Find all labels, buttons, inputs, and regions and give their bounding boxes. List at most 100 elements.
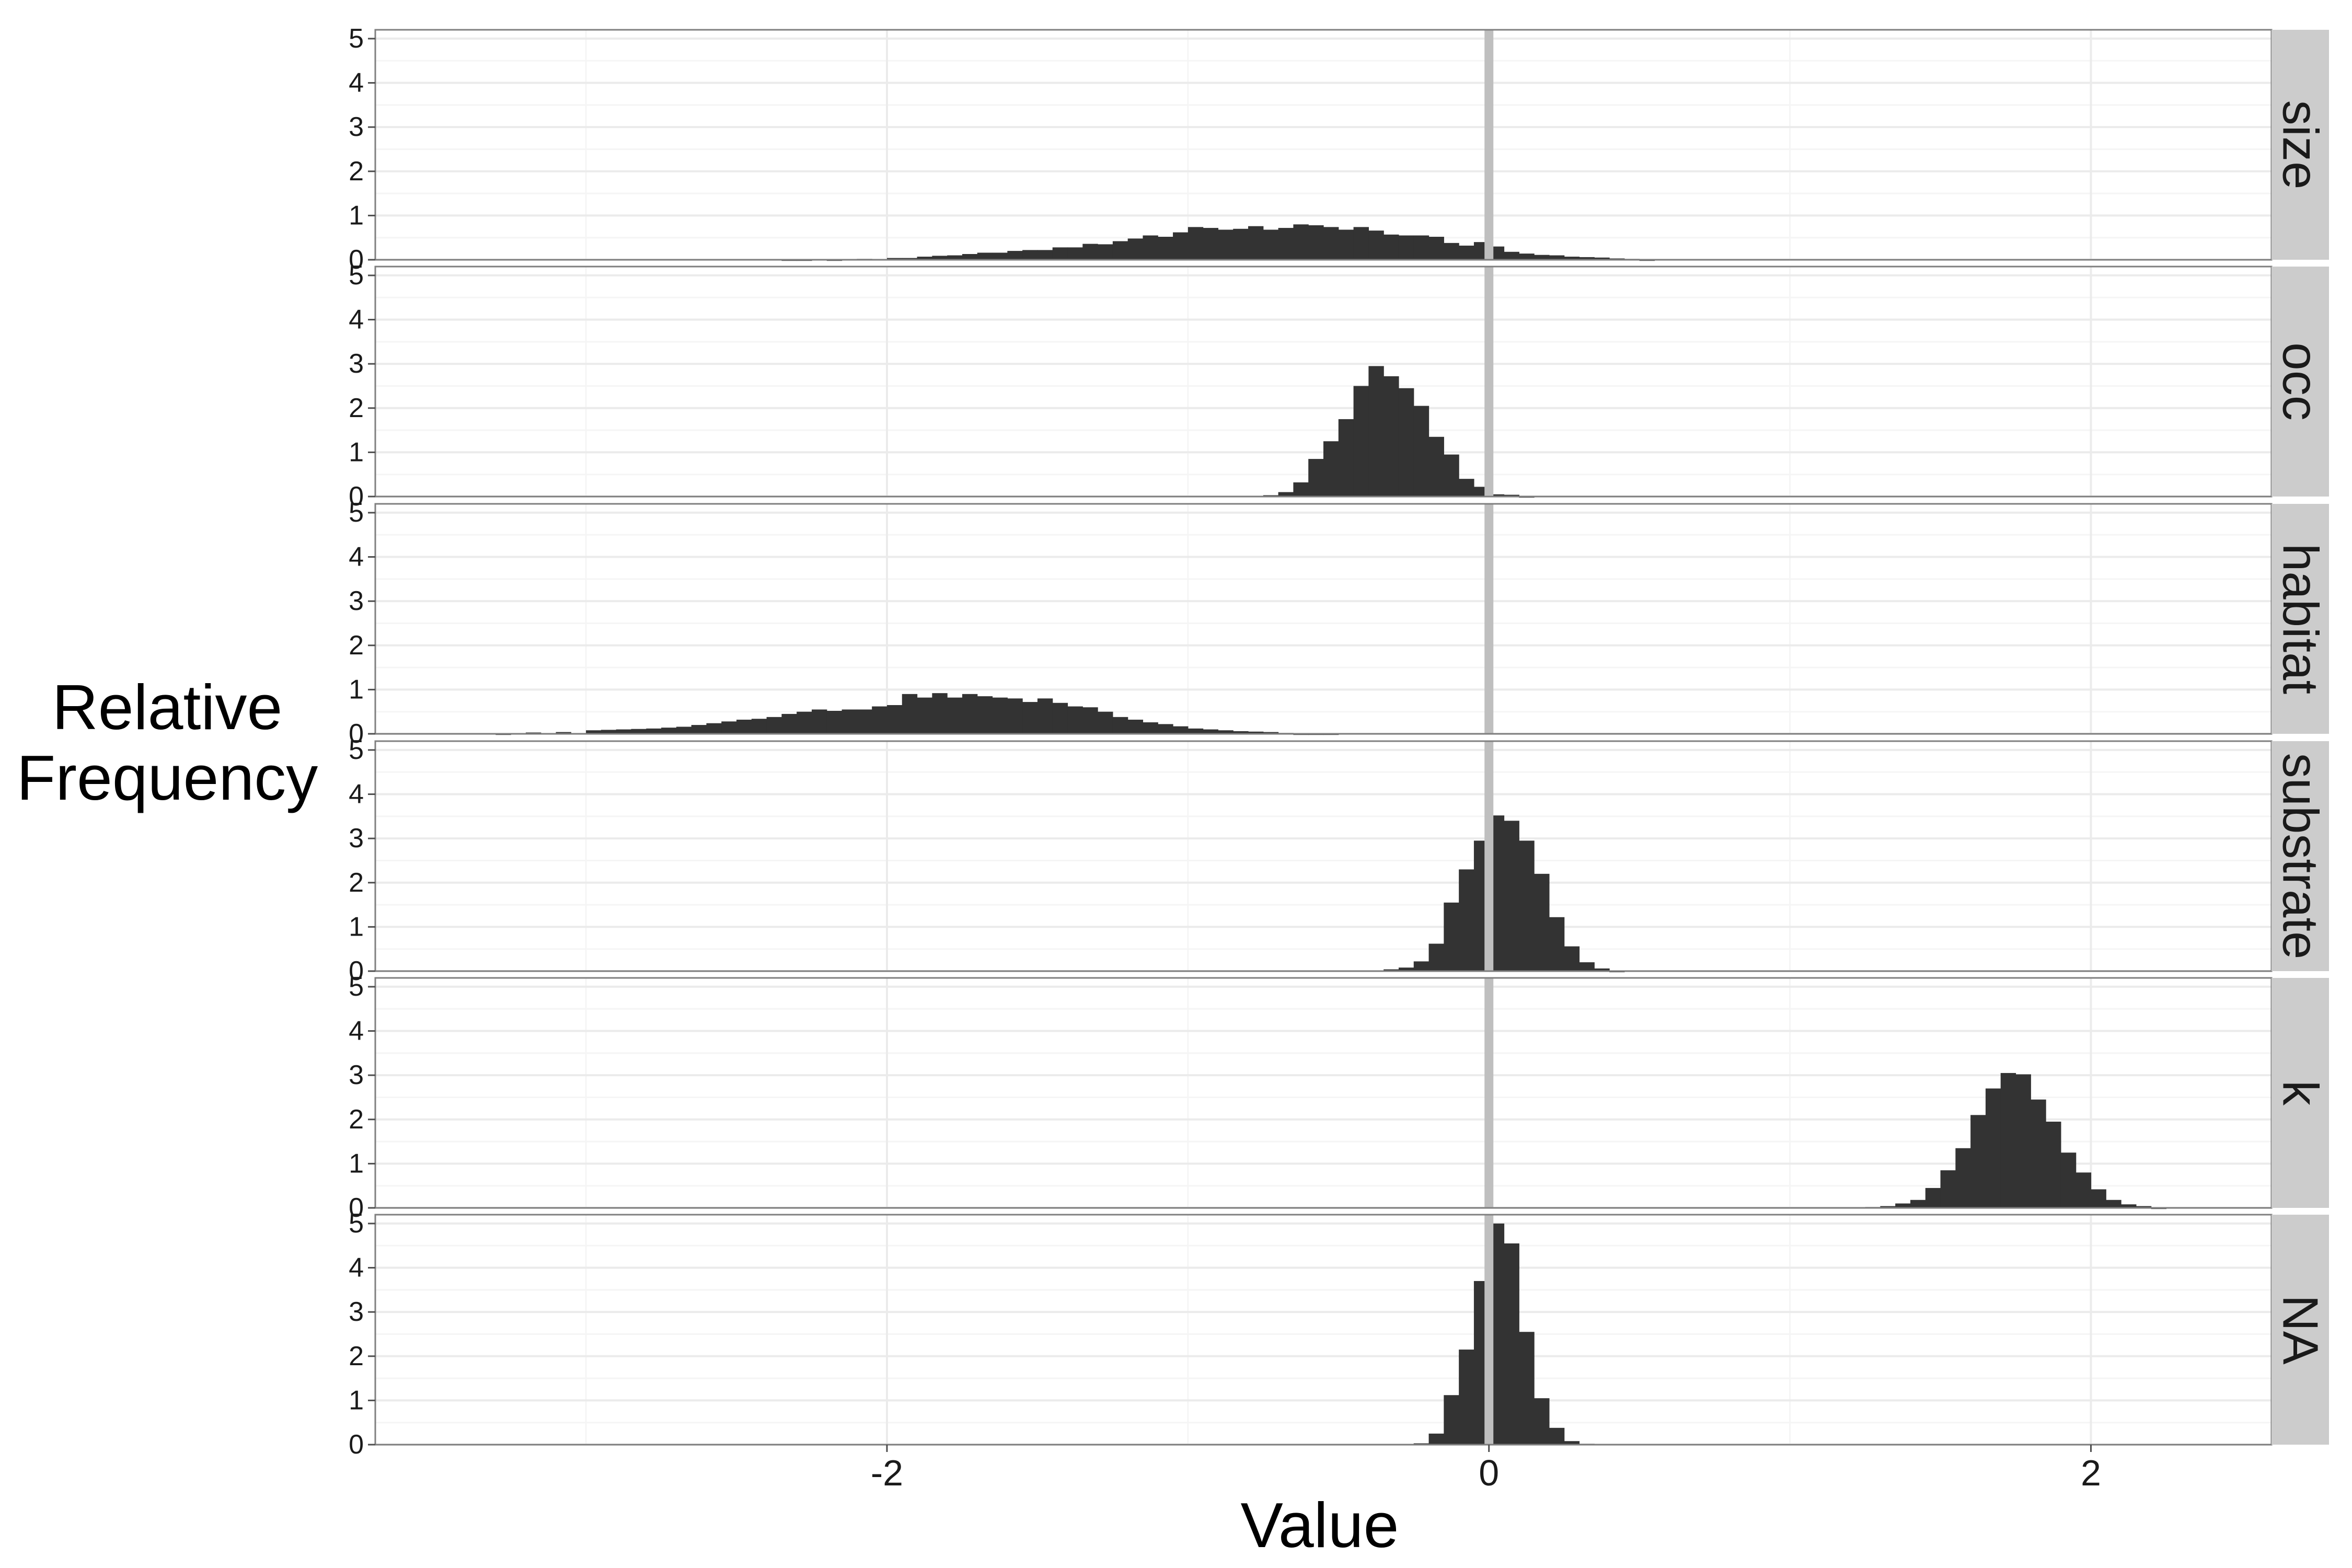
- strip-label: NA: [2273, 1295, 2328, 1364]
- y-tick-label: 1: [349, 674, 364, 705]
- y-tick-label: 1: [349, 200, 364, 230]
- histogram-bar: [962, 694, 978, 734]
- histogram-bar: [902, 694, 918, 734]
- y-tick-label: 5: [349, 1208, 364, 1239]
- strip-label: habitat: [2273, 544, 2328, 694]
- histogram-bar: [841, 709, 857, 734]
- y-tick-label: 2: [349, 1341, 364, 1371]
- histogram-bar: [1338, 419, 1354, 497]
- y-tick-label: 3: [349, 112, 364, 142]
- histogram-bar: [2076, 1172, 2092, 1208]
- histogram-bar: [1022, 702, 1038, 734]
- histogram-bar: [1564, 1441, 1580, 1445]
- y-tick-label: 0: [349, 481, 364, 512]
- histogram-bar: [1112, 717, 1128, 734]
- histogram-bar: [1187, 728, 1204, 734]
- histogram-bar: [736, 719, 752, 734]
- x-axis: -2 0 2: [871, 1445, 2101, 1493]
- histogram-bar: [1519, 1332, 1535, 1445]
- histogram-bar: [932, 693, 948, 734]
- histogram-bar: [917, 257, 932, 260]
- histogram-bar: [1594, 968, 1610, 971]
- histogram-bar: [902, 258, 918, 260]
- histogram-bar: [886, 258, 903, 260]
- histogram-bar: [1519, 840, 1535, 971]
- histogram-bar: [1413, 235, 1429, 260]
- histogram-bar: [1338, 229, 1354, 260]
- histogram-bar: [977, 252, 993, 260]
- histogram-bar: [1428, 943, 1444, 971]
- y-tick-label: 4: [349, 68, 364, 98]
- histogram-bar: [1203, 228, 1219, 260]
- panel-occ: occ 0 1 2 3 4 5: [349, 260, 2329, 512]
- y-tick-label: 2: [349, 393, 364, 423]
- histogram-bar: [1218, 229, 1233, 260]
- histogram-bar: [1504, 821, 1519, 971]
- histogram-bar: [1444, 454, 1459, 497]
- histogram-bar: [1323, 227, 1339, 260]
- histogram-bar: [1459, 1350, 1474, 1445]
- histogram-bar: [1444, 243, 1459, 260]
- strip-background: [2272, 267, 2329, 497]
- strip-background: [2272, 741, 2329, 971]
- histogram-bar: [1112, 241, 1128, 260]
- y-tick-label: 5: [349, 972, 364, 1002]
- histogram-bar: [1203, 729, 1219, 734]
- histogram-bar: [1158, 237, 1173, 260]
- histogram-bar: [932, 256, 948, 260]
- histogram-bar: [781, 713, 797, 734]
- histogram-bar: [1428, 1433, 1444, 1445]
- histogram-bar: [1098, 711, 1113, 734]
- histogram-bar: [1293, 224, 1309, 260]
- strip-background: [2272, 30, 2329, 260]
- histogram-bar: [1308, 459, 1324, 497]
- strip-label: size: [2273, 100, 2328, 190]
- y-tick-label: 1: [349, 1385, 364, 1415]
- y-tick-label: 4: [349, 1016, 364, 1046]
- histogram-bar: [2091, 1189, 2106, 1208]
- histogram-bar: [1955, 1148, 1971, 1208]
- y-tick-label: 1: [349, 1148, 364, 1179]
- x-axis-title: Value: [1241, 1490, 1399, 1561]
- y-tick-label: 4: [349, 305, 364, 335]
- histogram-bar: [1067, 706, 1083, 734]
- histogram-bar: [857, 709, 872, 734]
- y-tick-label: 0: [349, 245, 364, 275]
- y-tick-label: 2: [349, 630, 364, 661]
- histogram-bar: [1353, 227, 1369, 260]
- histogram-bar: [1082, 244, 1098, 260]
- strip-label: occ: [2273, 342, 2328, 420]
- y-tick-label: 4: [349, 542, 364, 572]
- panel-background: [375, 30, 2272, 260]
- panel-background: [375, 1215, 2272, 1445]
- histogram-bar: [691, 725, 707, 734]
- y-tick-label: 4: [349, 779, 364, 810]
- histogram-bar: [1940, 1170, 1956, 1208]
- x-tick-label: 0: [1479, 1452, 1499, 1493]
- histogram-bar: [661, 728, 677, 734]
- histogram-bar: [1398, 967, 1414, 971]
- histogram-bar: [1263, 229, 1279, 260]
- histogram-bar: [1218, 730, 1233, 734]
- histogram-bar: [1067, 247, 1083, 260]
- histogram-bar: [2015, 1074, 2031, 1208]
- y-tick-label: 4: [349, 1253, 364, 1283]
- histogram-bar: [1143, 235, 1158, 260]
- histogram-bar: [947, 255, 963, 260]
- histogram-bar: [1895, 1203, 1911, 1208]
- histogram-bar: [1037, 698, 1053, 734]
- y-tick-label: 5: [349, 735, 364, 765]
- histogram-bar: [1970, 1115, 1986, 1208]
- histogram-bar: [947, 697, 963, 734]
- strip-background: [2272, 1215, 2329, 1445]
- histogram-bar: [1413, 406, 1429, 497]
- histogram-bar: [1504, 1243, 1519, 1445]
- histogram-bar: [1398, 388, 1414, 497]
- histogram-bar: [601, 730, 617, 734]
- histogram-bar: [1308, 225, 1324, 260]
- histogram-bar: [1383, 969, 1399, 971]
- histogram-bar: [1549, 917, 1565, 971]
- histogram-bar: [1549, 1427, 1565, 1445]
- histogram-bar: [2000, 1073, 2016, 1208]
